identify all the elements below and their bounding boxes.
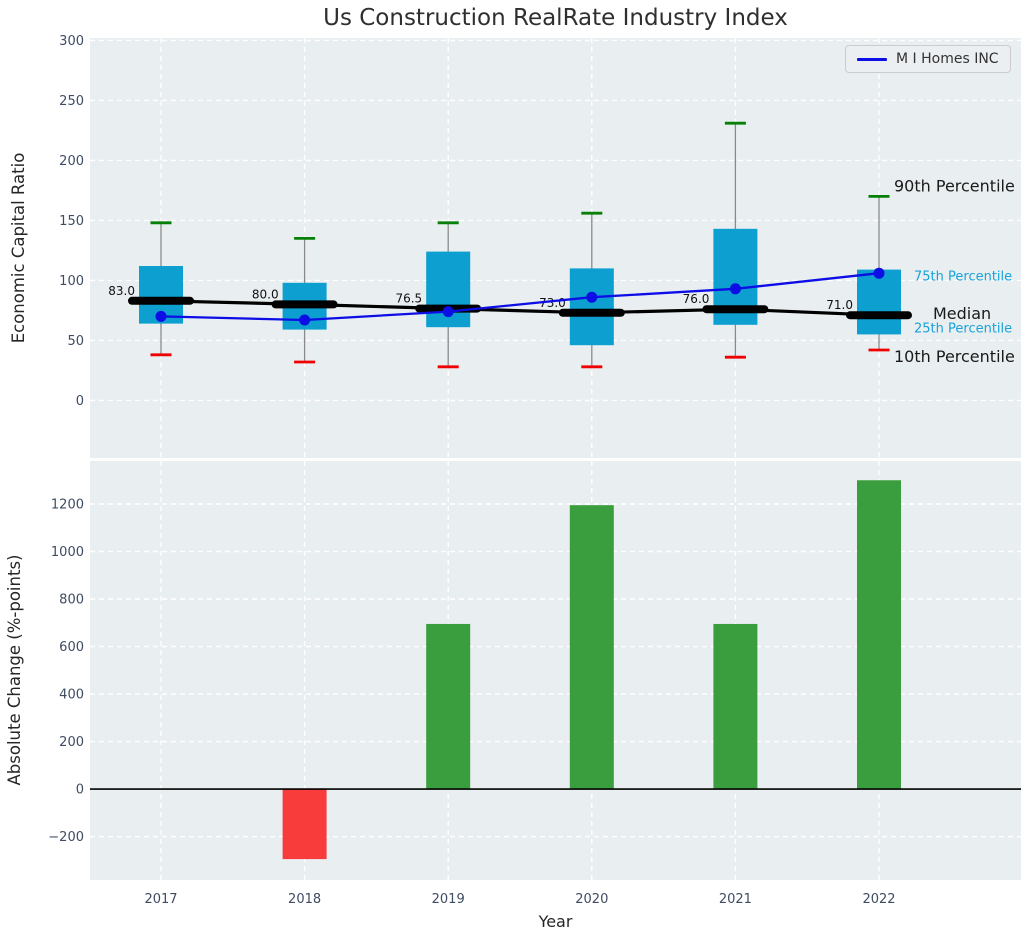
x-axis-label: Year xyxy=(538,912,573,931)
company-point xyxy=(442,306,454,318)
box-2020 xyxy=(569,268,614,346)
y-tick-label: 200 xyxy=(59,154,84,169)
chart-title: Us Construction RealRate Industry Index xyxy=(323,5,788,31)
top-plot-area xyxy=(90,38,1021,458)
annotation-label: 10th Percentile xyxy=(894,347,1015,366)
y-tick-label: 150 xyxy=(59,214,84,229)
bar-2021 xyxy=(713,623,758,790)
annotation-label: 25th Percentile xyxy=(914,321,1012,336)
y-tick-label: 0 xyxy=(76,394,84,409)
y-tick-label: 800 xyxy=(59,593,84,608)
legend-line-sample xyxy=(857,57,887,61)
y-tick-label: 300 xyxy=(59,34,84,49)
y-tick-label: 100 xyxy=(59,274,84,289)
box-2022 xyxy=(857,269,901,335)
annotation-label: Median xyxy=(933,304,991,323)
y-tick-label: 1000 xyxy=(51,545,84,560)
median-value-label: 71.0 xyxy=(826,298,853,312)
median-value-label: 76.5 xyxy=(395,292,422,306)
median-value-label: 73.0 xyxy=(539,296,566,310)
median-value-label: 80.0 xyxy=(252,287,279,301)
legend-label: M I Homes INC xyxy=(896,51,999,67)
y-tick-label: −200 xyxy=(48,830,84,845)
y-tick-label: 50 xyxy=(67,334,84,349)
annotation-label: 90th Percentile xyxy=(894,176,1015,195)
x-tick-label: 2021 xyxy=(719,892,752,907)
x-tick-label: 2020 xyxy=(575,892,608,907)
y-axis-label-bottom: Absolute Change (%-points) xyxy=(5,555,24,786)
y-tick-label: 1200 xyxy=(51,497,84,512)
x-tick-label: 2019 xyxy=(432,892,465,907)
bar-2022 xyxy=(857,480,901,790)
y-tick-label: 200 xyxy=(59,735,84,750)
median-value-label: 83.0 xyxy=(108,284,135,298)
annotation-label: 75th Percentile xyxy=(914,270,1012,285)
bar-2019 xyxy=(426,623,471,790)
company-point xyxy=(873,267,885,279)
bar-2018 xyxy=(282,789,327,860)
company-point xyxy=(299,314,311,326)
x-tick-label: 2022 xyxy=(862,892,895,907)
company-line xyxy=(160,272,880,322)
y-tick-label: 400 xyxy=(59,688,84,703)
x-tick-label: 2018 xyxy=(288,892,321,907)
y-axis-label-top: Economic Capital Ratio xyxy=(9,153,28,344)
y-tick-label: 250 xyxy=(59,94,84,109)
bar-2020 xyxy=(569,505,614,790)
median-value-label: 76.0 xyxy=(683,292,710,306)
company-point xyxy=(586,291,598,303)
company-point xyxy=(729,283,741,295)
y-tick-label: 600 xyxy=(59,640,84,655)
x-tick-label: 2017 xyxy=(144,892,177,907)
company-point xyxy=(155,310,167,322)
y-tick-label: 0 xyxy=(76,783,84,798)
legend: M I Homes INC xyxy=(845,45,1011,73)
